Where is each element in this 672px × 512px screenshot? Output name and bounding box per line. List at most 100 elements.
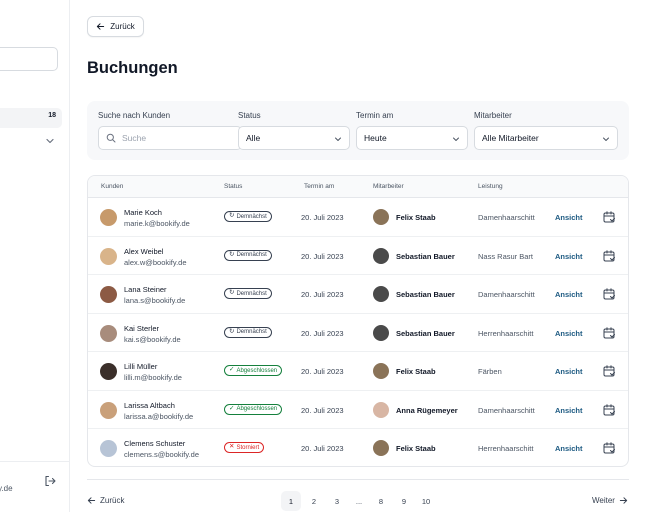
customer-email: clemens.s@bookify.de	[124, 450, 200, 459]
status-badge-label: Demnächst	[236, 252, 267, 258]
calendar-check-icon[interactable]	[602, 326, 616, 340]
sidebar-search-input[interactable]	[0, 47, 58, 71]
customer-email: marie.k@bookify.de	[124, 219, 190, 228]
table-row: Marie Koch marie.k@bookify.de ↻ Demnächst 20…	[88, 198, 628, 237]
pagination-page-button[interactable]: 3	[334, 496, 340, 506]
page-title: Buchungen	[87, 59, 178, 77]
status-select-value: Alle	[246, 133, 261, 143]
status-cancelled-icon: ✕	[229, 443, 235, 451]
employee-avatar	[373, 324, 389, 341]
employee-name: Sebastian Bauer	[396, 328, 455, 338]
status-select[interactable]: Alle	[238, 126, 350, 150]
employee-select-value: Alle Mitarbeiter	[482, 133, 539, 143]
view-booking-link[interactable]: Ansicht	[555, 444, 583, 453]
employee-avatar	[373, 440, 389, 456]
customer-avatar	[100, 286, 117, 303]
service-name: Damenhaarschitt	[478, 405, 535, 415]
status-done-icon: ✓	[229, 366, 235, 374]
status-badge: ↻ Demnächst	[224, 211, 272, 222]
status-badge: ↻ Demnächst	[224, 249, 272, 261]
calendar-check-icon[interactable]	[602, 249, 616, 263]
customer-email: alex.w@bookify.de	[124, 257, 187, 267]
chevron-down-icon	[335, 137, 341, 141]
table-row: Clemens Schuster clemens.s@bookify.de ✕ Sto…	[88, 429, 628, 466]
sidebar-item-active[interactable]: 18	[0, 108, 62, 128]
pagination-page-button[interactable]: 10	[421, 496, 431, 506]
view-booking-link[interactable]: Ansicht	[555, 251, 583, 261]
search-icon	[106, 133, 116, 143]
column-header-service: Leistung	[478, 183, 503, 190]
customer-avatar	[100, 209, 117, 226]
status-filter: Status Alle	[238, 111, 350, 150]
status-badge-label: Demnächst	[236, 329, 267, 335]
arrow-right-icon	[619, 497, 628, 504]
date-filter-label: Termin am	[356, 111, 394, 120]
customer-name: Marie Koch	[124, 208, 162, 217]
booking-date: 20. Juli 2023	[301, 328, 344, 338]
view-booking-link[interactable]: Ansicht	[555, 367, 583, 376]
service-name: Herrenhaarschitt	[478, 444, 534, 453]
pagination-divider	[87, 479, 629, 480]
service-name: Färben	[478, 367, 502, 376]
employee-filter: Mitarbeiter Alle Mitarbeiter	[474, 111, 618, 150]
employee-select[interactable]: Alle Mitarbeiter	[474, 126, 618, 150]
service-name: Nass Rasur Bart	[478, 251, 534, 261]
table-row: Larissa Altbach larissa.a@bookify.de ✓ Abge…	[88, 391, 628, 429]
employee-avatar	[373, 209, 389, 225]
customer-name: Alex Weibel	[124, 246, 164, 256]
back-button-label: Zurück	[110, 22, 135, 31]
employee-name: Felix Staab	[396, 444, 436, 453]
employee-name: Sebastian Bauer	[396, 290, 455, 299]
pagination-next-button[interactable]: Weiter	[592, 496, 628, 505]
table-row: Kai Sterler kai.s@bookify.de ↻ Demnächst 20.…	[88, 314, 628, 352]
calendar-check-icon[interactable]	[602, 287, 616, 301]
view-booking-link[interactable]: Ansicht	[555, 213, 583, 222]
calendar-check-icon[interactable]	[602, 364, 616, 378]
customer-search-input[interactable]: Suche	[98, 126, 242, 150]
status-badge: ✓ Abgeschlossen	[224, 365, 283, 376]
view-booking-link[interactable]: Ansicht	[555, 405, 583, 415]
sidebar-user-email: y.de	[0, 484, 13, 493]
pagination-prev-button[interactable]: Zurück	[87, 496, 124, 505]
booking-date: 20. Juli 2023	[301, 290, 344, 299]
pagination-page-button[interactable]: 2	[311, 496, 317, 506]
pagination-page-button[interactable]: 9	[401, 496, 407, 506]
status-done-icon: ✓	[229, 404, 235, 412]
customer-email: lilli.m@bookify.de	[124, 373, 182, 382]
calendar-check-icon[interactable]	[602, 441, 616, 455]
date-select[interactable]: Heute	[356, 126, 468, 150]
customer-name: Larissa Altbach	[124, 400, 175, 410]
employee-avatar	[373, 286, 389, 302]
status-badge: ✕ Storniert	[224, 442, 265, 453]
pagination-page-button[interactable]: 8	[378, 496, 384, 506]
calendar-check-icon[interactable]	[602, 403, 616, 417]
pagination-prev-label: Zurück	[100, 496, 125, 505]
status-filter-label: Status	[238, 111, 261, 120]
customer-name: Kai Sterler	[124, 323, 160, 333]
status-upcoming-icon: ↻	[229, 212, 235, 220]
back-button[interactable]: Zurück	[87, 16, 144, 37]
pagination-page-button[interactable]: 1	[281, 491, 301, 511]
status-badge: ✓ Abgeschlossen	[224, 403, 283, 415]
employee-name: Sebastian Bauer	[396, 251, 455, 261]
date-filter: Termin am Heute	[356, 111, 468, 150]
calendar-check-icon[interactable]	[602, 210, 616, 224]
logout-icon[interactable]	[43, 474, 57, 488]
booking-date: 20. Juli 2023	[301, 444, 344, 453]
pagination-next-label: Weiter	[592, 496, 615, 505]
status-badge-label: Demnächst	[236, 290, 267, 297]
view-booking-link[interactable]: Ansicht	[555, 290, 583, 299]
customer-avatar	[100, 324, 117, 342]
table-row: Lilli Müller lilli.m@bookify.de ✓ Abgeschlo…	[88, 352, 628, 391]
status-badge-label: Abgeschlossen	[236, 367, 278, 374]
view-booking-link[interactable]: Ansicht	[555, 328, 583, 338]
employee-name: Anna Rügemeyer	[396, 405, 458, 415]
column-header-employee: Mitarbeiter	[373, 183, 404, 190]
customer-name: Lilli Müller	[124, 362, 158, 371]
status-upcoming-icon: ↻	[229, 250, 235, 258]
table-row: Alex Weibel alex.w@bookify.de ↻ Demnächst 20…	[88, 237, 628, 275]
customer-avatar	[100, 363, 117, 380]
chevron-down-icon[interactable]	[44, 135, 56, 147]
pagination-ellipsis: ...	[355, 496, 363, 506]
status-upcoming-icon: ↻	[229, 289, 235, 297]
